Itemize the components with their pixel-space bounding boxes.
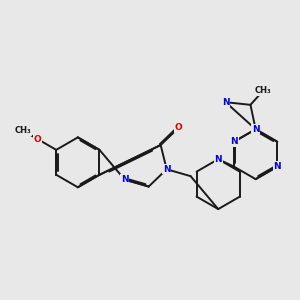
Text: N: N: [252, 125, 260, 134]
Text: O: O: [34, 135, 42, 144]
Text: N: N: [230, 137, 238, 146]
Text: N: N: [214, 155, 222, 164]
Text: N: N: [222, 98, 230, 107]
Text: O: O: [175, 123, 182, 132]
Text: N: N: [121, 175, 128, 184]
Text: CH₃: CH₃: [255, 86, 271, 95]
Text: N: N: [163, 165, 170, 174]
Text: CH₃: CH₃: [14, 126, 31, 135]
Text: N: N: [273, 162, 281, 171]
